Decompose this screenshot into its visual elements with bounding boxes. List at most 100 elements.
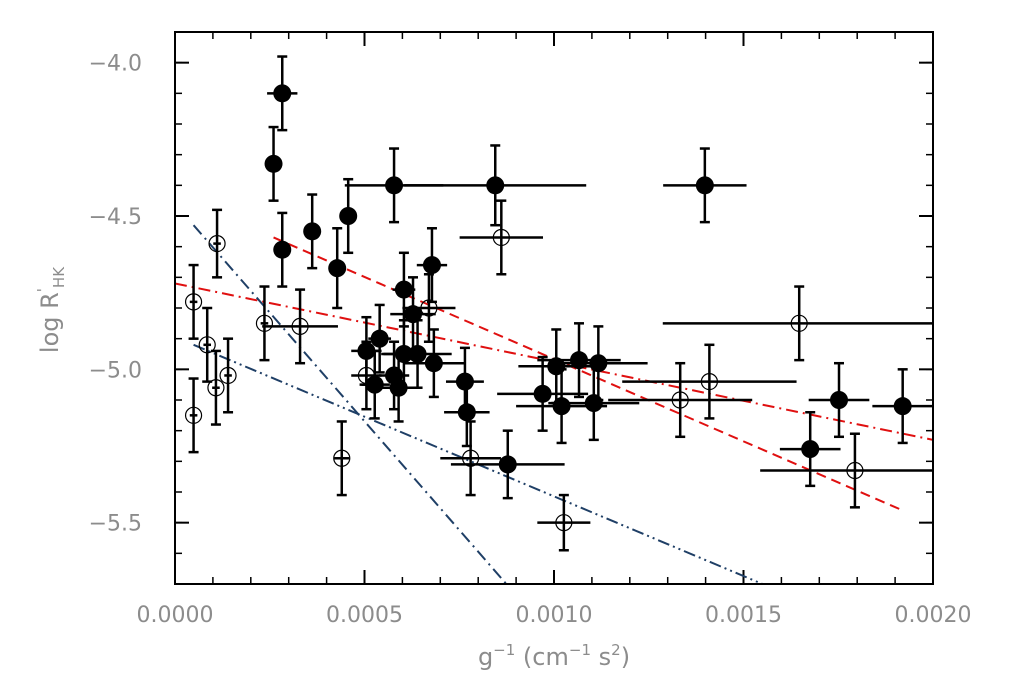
point-marker [422, 256, 441, 275]
x-axis-label-sup2: −1 [569, 641, 591, 659]
point-marker [394, 280, 413, 299]
y-axis-label-sup: ' [34, 288, 52, 292]
open-data-point [262, 288, 338, 365]
filled-data-point [328, 227, 347, 310]
point-marker [700, 373, 718, 391]
point-marker [255, 314, 274, 332]
open-data-point [440, 420, 501, 497]
open-data-point [207, 349, 225, 426]
filled-data-point [368, 303, 392, 374]
open-data-point [402, 273, 456, 343]
point-marker [370, 329, 389, 348]
open-data-point [219, 337, 237, 414]
point-marker [424, 354, 443, 373]
x-axis-label-open: (cm [515, 643, 569, 671]
plot-frame [174, 31, 934, 585]
y-tick-label: −4.5 [89, 205, 142, 230]
point-marker [408, 345, 427, 363]
filled-data-point [808, 361, 870, 439]
point-marker [404, 305, 423, 324]
x-tick-label: 0.0015 [705, 603, 782, 628]
point-marker [357, 366, 375, 385]
y-axis-label-sub: HK [50, 266, 68, 288]
filled-data-point [779, 411, 841, 488]
filled-data-point [339, 177, 358, 255]
point-marker [198, 336, 216, 354]
point-marker [207, 379, 225, 397]
open-data-point [537, 493, 591, 552]
filled-data-point [416, 227, 448, 304]
filled-data-point [264, 125, 283, 202]
filled-data-point [444, 377, 490, 448]
filled-data-point [497, 355, 589, 432]
filled-data-point [303, 193, 322, 270]
filled-data-point [404, 144, 587, 227]
x-axis-label: g−1 (cm−1 s2) [478, 641, 630, 671]
point-marker [219, 366, 237, 385]
point-marker [291, 317, 309, 335]
filled-data-point [872, 368, 933, 445]
filled-data-point [359, 349, 390, 420]
filled-data-point [548, 365, 640, 442]
filled-data-point [273, 211, 292, 288]
x-tick-label: 0.0010 [516, 603, 593, 628]
x-tick-label: 0.0000 [137, 603, 214, 628]
x-tick-label: 0.0005 [326, 603, 403, 628]
point-marker [830, 391, 849, 409]
data-points [184, 55, 933, 552]
filled-data-point [549, 325, 648, 402]
point-marker [533, 384, 552, 403]
filled-data-point [537, 322, 621, 399]
filled-data-point [403, 328, 465, 399]
point-marker [365, 375, 384, 394]
x-axis-label-close: ) [621, 643, 630, 671]
point-marker [695, 176, 714, 195]
open-data-point [333, 420, 351, 497]
tick-labels: 0.0000 0.0005 0.0010 0.0015 0.0020 −4.0 −4.5 −5… [89, 52, 972, 628]
open-data-point [198, 306, 216, 383]
point-marker [492, 228, 510, 247]
point-marker [552, 397, 571, 416]
y-axis-label-base: log R [36, 292, 64, 353]
x-axis-label-sup: −1 [493, 641, 515, 659]
open-data-point [459, 199, 544, 276]
open-data-point [184, 377, 203, 454]
point-marker [455, 372, 474, 391]
open-data-point [208, 208, 226, 279]
point-marker [385, 176, 404, 195]
point-marker [273, 84, 292, 103]
open-data-point [184, 263, 203, 340]
point-marker [457, 403, 476, 422]
point-marker [264, 154, 283, 173]
filled-data-point [379, 352, 418, 423]
open-data-point [760, 432, 933, 509]
point-marker [671, 391, 689, 409]
point-marker [498, 455, 517, 474]
open-data-point [662, 285, 933, 362]
point-marker [184, 293, 203, 311]
open-data-point [622, 343, 797, 420]
point-marker [486, 176, 505, 195]
open-data-point [255, 285, 274, 362]
point-marker [790, 314, 808, 332]
point-marker [555, 514, 573, 532]
point-marker [273, 240, 292, 259]
axis-ticks [174, 31, 934, 585]
point-marker [303, 222, 322, 241]
filled-data-point [267, 55, 298, 132]
x-axis-label-base: g [478, 643, 493, 671]
x-tick-label: 0.0020 [895, 603, 972, 628]
point-marker [420, 299, 438, 317]
point-marker [801, 440, 820, 459]
x-axis-label-sup3: 2 [611, 641, 621, 659]
x-axis-label-mid: s [591, 643, 611, 671]
y-tick-label: −4.0 [89, 52, 142, 77]
y-axis-label: log R'HK [34, 266, 68, 353]
point-marker [328, 259, 347, 278]
point-marker [184, 406, 203, 424]
point-marker [339, 207, 358, 225]
blue-dash-dot-fit-line [192, 224, 508, 584]
point-marker [208, 235, 226, 253]
point-marker [589, 354, 608, 373]
point-marker [584, 394, 603, 413]
